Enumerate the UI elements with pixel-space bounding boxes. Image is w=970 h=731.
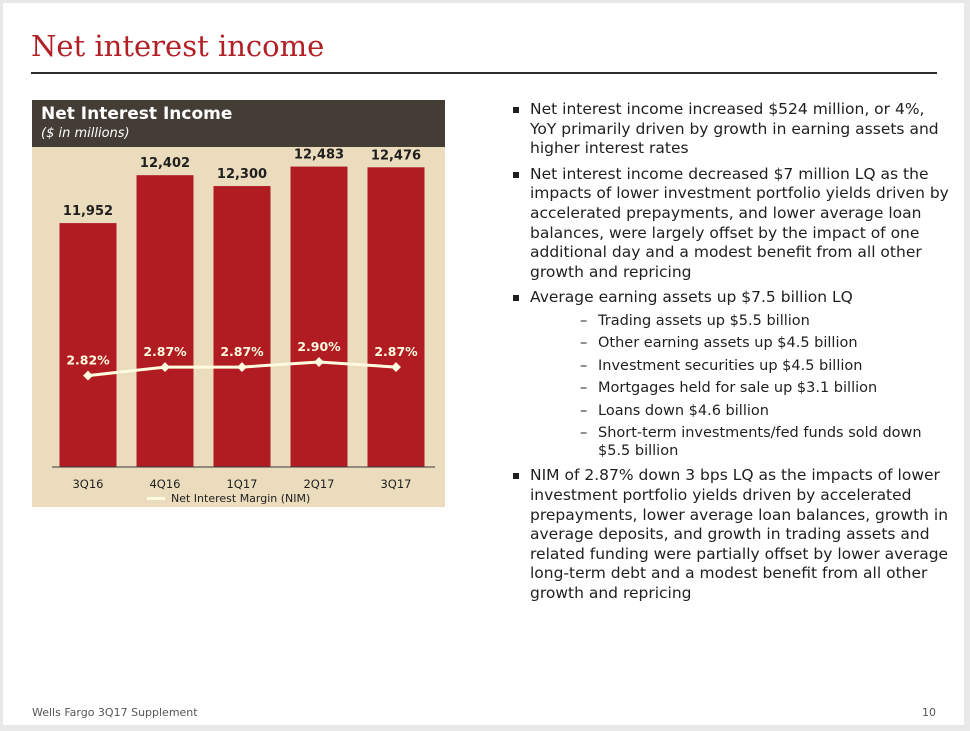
nim-point: [237, 362, 247, 373]
sub-bullet-item: Mortgages held for sale up $3.1 billion: [530, 380, 950, 398]
bar-value-label: 12,402: [140, 156, 190, 171]
sub-bullet-list: Trading assets up $5.5 billion Other earn…: [530, 313, 950, 461]
x-tick-label: 1Q17: [226, 477, 257, 491]
bullet-text: Net interest income decreased $7 million…: [530, 164, 949, 281]
page-title: Net interest income: [31, 29, 325, 63]
bar-3q17: [367, 167, 425, 467]
nim-value-label: 2.90%: [297, 339, 341, 354]
nim-point: [160, 362, 170, 373]
bullet-text: NIM of 2.87% down 3 bps LQ as the impact…: [530, 466, 949, 602]
bar-value-label: 11,952: [63, 204, 113, 219]
bar-value-label: 12,476: [371, 148, 421, 163]
chart-subtitle: ($ in millions): [41, 126, 130, 141]
bar-2q17: [290, 166, 348, 468]
nim-value-label: 2.87%: [220, 344, 264, 359]
bullet-list: Net interest income increased $524 milli…: [510, 100, 950, 610]
sub-bullet-item: Other earning assets up $4.5 billion: [530, 335, 950, 353]
bar-value-label: 12,483: [294, 148, 344, 163]
bar-1q17: [213, 186, 271, 468]
sub-bullet-item: Short-term investments/fed funds sold do…: [530, 425, 950, 460]
nim-value-label: 2.82%: [66, 353, 110, 368]
sub-bullet-item: Investment securities up $4.5 billion: [530, 358, 950, 376]
bullet-text: Average earning assets up $7.5 billion L…: [530, 288, 853, 307]
legend-swatch-nim: [147, 497, 165, 500]
slide: Net interest income Net Interest Income …: [3, 3, 964, 725]
chart-title: Net Interest Income: [41, 104, 233, 124]
bar-3q16: [59, 223, 117, 467]
bar-4q16: [136, 175, 194, 467]
nim-value-label: 2.87%: [143, 344, 187, 359]
sub-bullet-item: Loans down $4.6 billion: [530, 403, 950, 421]
footer-text: Wells Fargo 3Q17 Supplement: [32, 706, 198, 719]
chart-legend: Net Interest Margin (NIM): [147, 492, 310, 505]
x-tick-label: 3Q16: [72, 477, 103, 491]
legend-label-nim: Net Interest Margin (NIM): [171, 492, 311, 505]
x-tick-label: 4Q16: [149, 477, 180, 491]
bullet-text: Net interest income increased $524 milli…: [530, 100, 939, 158]
nim-value-label: 2.87%: [374, 344, 418, 359]
page-number: 10: [922, 706, 936, 719]
chart-plot: 11,952 3Q16 12,402 4Q16 12,300 1Q17 12,483 2Q17…: [52, 148, 435, 491]
chart-header: Net Interest Income ($ in millions): [32, 100, 445, 147]
x-tick-label: 3Q17: [380, 477, 411, 491]
sub-bullet-item: Trading assets up $5.5 billion: [530, 313, 950, 331]
bullet-item: Net interest income decreased $7 million…: [510, 165, 950, 283]
bullet-item: Average earning assets up $7.5 billion L…: [510, 288, 950, 460]
bullet-item: Net interest income increased $524 milli…: [510, 100, 950, 159]
chart-panel: Net Interest Income ($ in millions) 11,9…: [32, 100, 445, 507]
title-divider: [31, 72, 937, 74]
bar-value-label: 12,300: [217, 167, 267, 182]
x-tick-label: 2Q17: [303, 477, 334, 491]
bullet-item: NIM of 2.87% down 3 bps LQ as the impact…: [510, 466, 950, 603]
